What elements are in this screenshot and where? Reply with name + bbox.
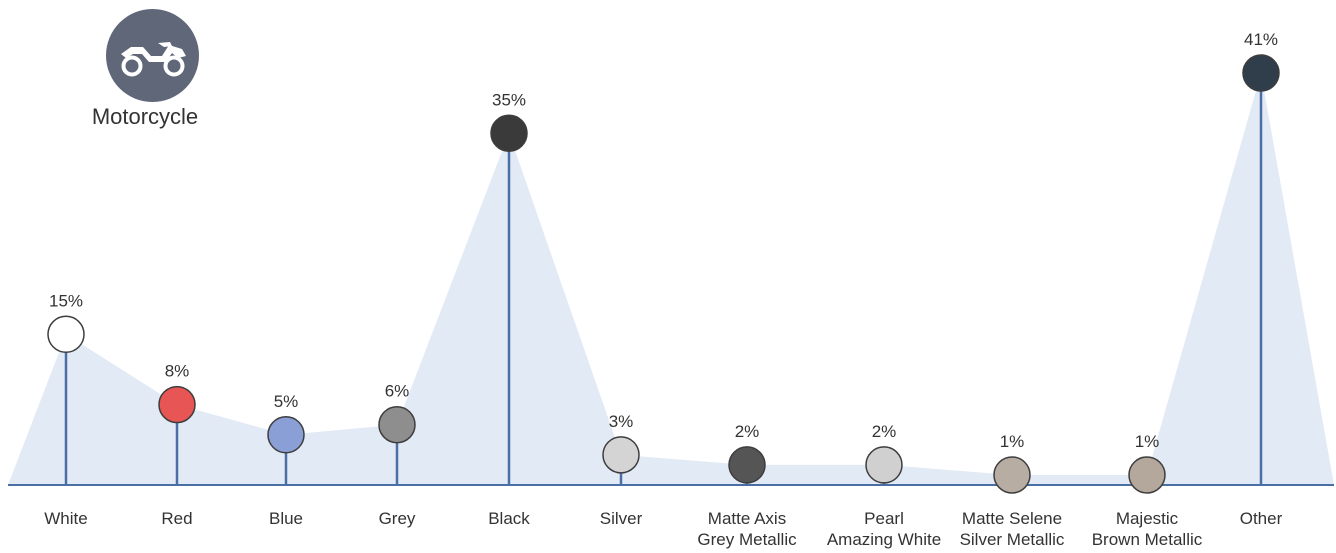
value-label-8: 2%	[872, 422, 897, 441]
data-point-11	[1242, 54, 1280, 92]
category-label-line: Pearl	[864, 509, 904, 528]
data-point-7	[728, 446, 766, 484]
category-label-9: Matte Selene Silver Metallic	[960, 509, 1065, 549]
chart-dot-layer	[47, 54, 1280, 494]
category-label-line: Majestic	[1116, 509, 1179, 528]
chart-area-layer	[8, 73, 1334, 485]
value-label-7: 2%	[735, 422, 760, 441]
chart-area-fill	[8, 73, 1334, 485]
chart-stem-layer	[64, 73, 1263, 485]
category-label-8: Pearl Amazing White	[827, 509, 941, 549]
category-label-2: Red	[161, 509, 192, 528]
category-label-7: Matte Axis Grey Metallic	[697, 509, 797, 549]
category-label-line: Silver	[600, 509, 643, 528]
data-point-9	[993, 456, 1031, 494]
value-label-4: 6%	[385, 382, 410, 401]
category-label-line: Amazing White	[827, 530, 941, 549]
value-label-3: 5%	[274, 392, 299, 411]
category-label-3: Blue	[269, 509, 303, 528]
category-label-5: Black	[488, 509, 530, 528]
category-label-line: Silver Metallic	[960, 530, 1065, 549]
category-label-line: Black	[488, 509, 530, 528]
data-point-10	[1128, 456, 1166, 494]
value-label-5: 35%	[492, 90, 526, 109]
category-label-11: Other	[1240, 509, 1283, 528]
badge-label: Motorcycle	[91, 104, 199, 129]
value-label-6: 3%	[609, 412, 634, 431]
category-label-line: Blue	[269, 509, 303, 528]
data-point-2	[158, 385, 196, 424]
chart-label-layer: 15% 8% 5% 6% 35% 3% 2% 2% 1% 1% 41%	[49, 30, 1278, 451]
category-label-line: Grey	[379, 509, 416, 528]
category-label-4: Grey	[379, 509, 416, 528]
category-label-line: Brown Metallic	[1092, 530, 1203, 549]
chart-category-layer: White Red Blue Grey Black Silver Matte Axis Gre…	[44, 509, 1282, 549]
category-label-line: Matte Selene	[962, 509, 1062, 528]
motorcycle-badge	[106, 9, 199, 102]
value-label-9: 1%	[1000, 432, 1025, 451]
value-label-11: 41%	[1244, 30, 1278, 49]
motorcycle-icon	[121, 42, 186, 77]
data-point-1	[47, 315, 85, 354]
data-point-5	[490, 114, 528, 153]
category-label-line: Red	[161, 509, 192, 528]
value-label-1: 15%	[49, 291, 83, 310]
category-label-line: White	[44, 509, 87, 528]
category-label-line: Grey Metallic	[697, 530, 797, 549]
category-label-1: White	[44, 509, 87, 528]
data-point-4	[378, 405, 416, 444]
value-label-10: 1%	[1135, 432, 1160, 451]
value-label-2: 8%	[165, 362, 190, 381]
data-point-6	[602, 436, 640, 474]
category-label-10: Majestic Brown Metallic	[1092, 509, 1203, 549]
category-label-line: Matte Axis	[708, 509, 786, 528]
data-point-8	[865, 446, 903, 484]
category-label-6: Silver	[600, 509, 643, 528]
data-point-3	[267, 416, 305, 454]
category-label-line: Other	[1240, 509, 1283, 528]
